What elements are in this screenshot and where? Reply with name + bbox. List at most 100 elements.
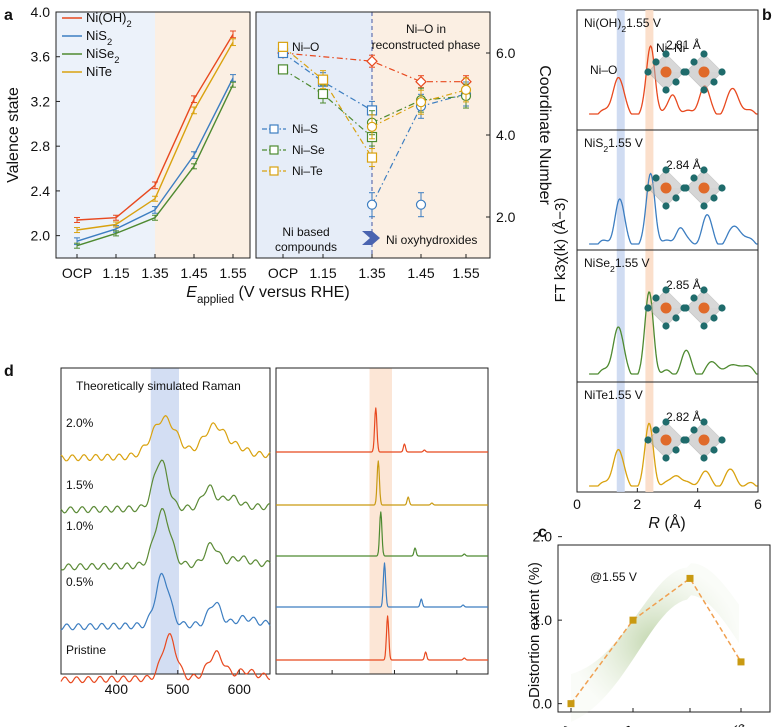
y-tick-label: 2.0 bbox=[496, 209, 516, 225]
text-span: NiSe bbox=[86, 46, 114, 61]
legend-label: Ni–Se bbox=[292, 143, 325, 157]
phase-band-base bbox=[256, 12, 372, 258]
y-axis-title: Valence state bbox=[5, 87, 22, 183]
series-NiSe2 bbox=[74, 81, 236, 249]
x-tick-label: 500 bbox=[166, 681, 190, 697]
ni-atom bbox=[660, 182, 672, 194]
ligand-atom bbox=[718, 184, 726, 192]
ligand-atom bbox=[662, 418, 670, 426]
data-point bbox=[737, 658, 745, 666]
subscript: 2 bbox=[126, 19, 131, 29]
raman-trace-1: 1.5% bbox=[60, 459, 271, 514]
x-tick-label: 1.15 bbox=[309, 265, 336, 281]
x-tick-label: NiTe bbox=[719, 719, 749, 727]
panel-b-label: Ni(OH)21.55 V bbox=[584, 16, 661, 34]
ligand-atom bbox=[662, 202, 670, 210]
text-span: 0.5% bbox=[66, 575, 94, 589]
plot-frame-b bbox=[576, 9, 759, 493]
data-point bbox=[277, 64, 289, 75]
series-line bbox=[282, 46, 373, 158]
series-line bbox=[282, 52, 466, 83]
ni-atom bbox=[660, 302, 672, 314]
ligand-atom bbox=[710, 446, 718, 454]
y-tick-label: 2.0 bbox=[31, 228, 51, 244]
ligand-atom bbox=[710, 78, 718, 86]
ligand-atom bbox=[700, 202, 708, 210]
ligand-atom bbox=[690, 294, 698, 302]
text-span: R bbox=[648, 515, 660, 532]
panel-label-d: d bbox=[4, 363, 14, 380]
text-span: 1.55 V bbox=[608, 388, 643, 402]
plot-frame-d-left bbox=[60, 367, 271, 675]
subscript: 2 bbox=[114, 55, 119, 65]
ligand-atom bbox=[700, 454, 708, 462]
x-tick-label: 1.45 bbox=[180, 265, 207, 281]
data-point bbox=[277, 41, 289, 52]
label-ni-ni: Ni–Ni bbox=[656, 41, 685, 55]
legend-label: Ni(OH)2 bbox=[86, 10, 132, 29]
octahedron-face bbox=[666, 54, 684, 72]
ni-atom bbox=[660, 66, 672, 78]
ni-atom bbox=[698, 66, 710, 78]
label-ni-o: Ni–O bbox=[590, 63, 617, 77]
exafs-panel-1: NiS21.55 V 2.84 Å bbox=[584, 136, 758, 245]
plot-frame-a-left bbox=[55, 11, 251, 259]
x-tick-label: 1.45 bbox=[407, 265, 434, 281]
ligand-atom bbox=[700, 286, 708, 294]
data-point bbox=[415, 199, 427, 210]
ligand-atom bbox=[652, 174, 660, 182]
x-tick-label: 1.15 bbox=[102, 265, 129, 281]
text-span: NiTe bbox=[719, 719, 749, 727]
octahedron-face bbox=[666, 290, 684, 308]
data-point bbox=[366, 121, 378, 132]
subscript: 2 bbox=[603, 144, 608, 154]
y-tick-label: 3.2 bbox=[31, 93, 51, 109]
data-point bbox=[686, 574, 694, 582]
ligand-atom bbox=[652, 294, 660, 302]
ligand-atom bbox=[682, 436, 690, 444]
band-ni-ni bbox=[645, 10, 654, 492]
data-point bbox=[366, 199, 378, 210]
annotation: @1.55 V bbox=[590, 570, 637, 584]
sim-trace-3 bbox=[276, 562, 488, 608]
bond-length-label: 2.82 Å bbox=[666, 409, 701, 424]
sim-curve bbox=[276, 615, 488, 661]
ligand-atom bbox=[700, 86, 708, 94]
phase-band-oxy bbox=[155, 12, 250, 258]
data-point bbox=[366, 152, 378, 163]
exafs-curve bbox=[589, 422, 758, 487]
band-ni-o bbox=[616, 10, 625, 492]
panel-label-a: a bbox=[4, 7, 13, 24]
ligand-atom bbox=[662, 86, 670, 94]
phase-band-base bbox=[56, 12, 155, 258]
plot-frame-d-right bbox=[275, 367, 489, 675]
text-span: NiTe bbox=[584, 388, 608, 402]
sim-curve bbox=[276, 562, 488, 608]
exafs-panel-2: NiSe21.55 V 2.85 Å bbox=[584, 256, 758, 375]
legend-label: NiTe bbox=[86, 64, 112, 79]
x-tick-label: 6 bbox=[754, 496, 762, 512]
text-span: Ni(OH) bbox=[584, 16, 621, 30]
crystal-structure bbox=[644, 286, 726, 330]
y-tick-label: 4.0 bbox=[31, 4, 51, 20]
trend-line bbox=[570, 577, 742, 705]
bond-length-label: 2.85 Å bbox=[666, 277, 701, 292]
text-span: (Å) bbox=[660, 513, 686, 532]
plot-title: Theoretically simulated Raman bbox=[76, 379, 241, 393]
text-span: 1.55 V bbox=[615, 256, 650, 270]
y-axis-title: Distortion extent (%) bbox=[526, 562, 543, 698]
raman-curve bbox=[60, 415, 271, 462]
raman-curve bbox=[60, 633, 271, 684]
ligand-atom bbox=[700, 166, 708, 174]
y-tick-label: 2.4 bbox=[31, 183, 51, 199]
sim-curve bbox=[276, 511, 488, 557]
ligand-atom bbox=[662, 166, 670, 174]
ligand-atom bbox=[644, 68, 652, 76]
exafs-curve bbox=[589, 45, 758, 115]
text-span: Ni(OH) bbox=[534, 722, 575, 727]
data-point bbox=[629, 616, 637, 624]
phase-band-oxy bbox=[372, 12, 490, 258]
